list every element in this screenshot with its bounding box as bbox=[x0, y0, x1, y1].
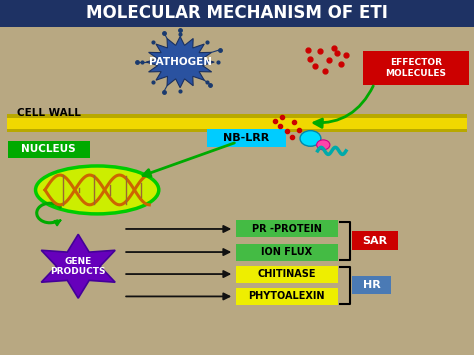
Text: CHITINASE: CHITINASE bbox=[257, 269, 316, 279]
Text: ION FLUX: ION FLUX bbox=[261, 247, 312, 257]
FancyBboxPatch shape bbox=[363, 51, 469, 85]
Ellipse shape bbox=[36, 166, 159, 214]
Polygon shape bbox=[146, 37, 214, 88]
FancyBboxPatch shape bbox=[236, 220, 338, 237]
FancyBboxPatch shape bbox=[236, 244, 338, 261]
FancyBboxPatch shape bbox=[352, 276, 391, 295]
Text: PR -PROTEIN: PR -PROTEIN bbox=[252, 224, 322, 234]
FancyBboxPatch shape bbox=[236, 288, 338, 305]
FancyBboxPatch shape bbox=[207, 129, 286, 147]
Text: MOLECULAR MECHANISM OF ETI: MOLECULAR MECHANISM OF ETI bbox=[86, 5, 388, 22]
Circle shape bbox=[300, 131, 321, 146]
Polygon shape bbox=[41, 234, 115, 298]
Circle shape bbox=[317, 140, 330, 150]
Text: NB-LRR: NB-LRR bbox=[223, 133, 270, 143]
Text: PATHOGEN: PATHOGEN bbox=[149, 57, 211, 67]
FancyBboxPatch shape bbox=[7, 114, 467, 132]
Text: HR: HR bbox=[363, 280, 380, 290]
Text: GENE
PRODUCTS: GENE PRODUCTS bbox=[50, 257, 106, 276]
FancyBboxPatch shape bbox=[7, 118, 467, 129]
FancyBboxPatch shape bbox=[352, 231, 398, 250]
FancyBboxPatch shape bbox=[0, 0, 474, 27]
Text: PHYTOALEXIN: PHYTOALEXIN bbox=[248, 291, 325, 301]
Text: CELL WALL: CELL WALL bbox=[17, 108, 81, 118]
Text: SAR: SAR bbox=[362, 235, 388, 246]
FancyBboxPatch shape bbox=[236, 266, 338, 283]
Text: NUCLEUS: NUCLEUS bbox=[21, 144, 76, 154]
FancyBboxPatch shape bbox=[8, 141, 90, 158]
Text: EFFECTOR
MOLECULES: EFFECTOR MOLECULES bbox=[385, 59, 446, 78]
